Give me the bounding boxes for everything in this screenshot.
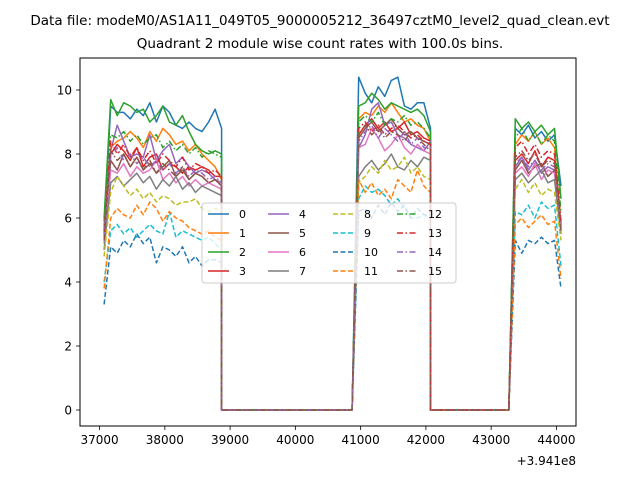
legend-label-8: 8 [364, 208, 371, 221]
x-axis: 37000 38000 39000 40000 41000 42000 43000 44000 [80, 426, 576, 447]
legend-label-4: 4 [299, 208, 306, 221]
legend-label-11: 11 [364, 265, 378, 278]
series-layer [103, 76, 562, 411]
legend-label-1: 1 [239, 227, 246, 240]
legend-label-7: 7 [299, 265, 306, 278]
x-tick-label: 42000 [407, 433, 445, 447]
legend-label-15: 15 [428, 265, 442, 278]
x-tick-label: 44000 [537, 433, 575, 447]
x-tick-label: 43000 [472, 433, 510, 447]
y-tick-label: 6 [64, 212, 72, 226]
series-line-13 [103, 121, 562, 411]
legend-label-0: 0 [239, 208, 246, 221]
chart-title: Quadrant 2 module wise count rates with … [136, 36, 504, 52]
y-tick-label: 0 [64, 404, 72, 418]
x-tick-label: 40000 [276, 433, 314, 447]
y-tick-label: 10 [57, 84, 72, 98]
y-tick-label: 2 [64, 340, 72, 354]
series-line-15 [103, 124, 562, 411]
legend-label-2: 2 [239, 246, 246, 259]
series-line-8 [103, 156, 562, 411]
legend-label-14: 14 [428, 246, 442, 259]
legend-label-12: 12 [428, 208, 442, 221]
legend-box [201, 202, 457, 284]
x-tick-label: 37000 [80, 433, 118, 447]
x-tick-label: 39000 [211, 433, 249, 447]
x-offset-label: +3.941e8 [517, 454, 576, 468]
legend-label-9: 9 [364, 227, 371, 240]
y-tick-label: 4 [64, 276, 72, 290]
legend-label-10: 10 [364, 246, 378, 259]
figure-suptitle: Data file: modeM0/AS1A11_049T05_90000052… [30, 13, 610, 29]
legend-label-5: 5 [299, 227, 306, 240]
series-line-14 [103, 124, 562, 411]
legend-label-3: 3 [239, 265, 246, 278]
legend-label-6: 6 [299, 246, 306, 259]
y-axis: 0 2 4 6 8 10 [57, 84, 80, 418]
legend-label-13: 13 [428, 227, 442, 240]
x-tick-label: 41000 [342, 433, 380, 447]
plot-frame [79, 57, 577, 427]
x-tick-label: 38000 [146, 433, 184, 447]
series-line-9 [103, 185, 562, 411]
y-tick-label: 8 [64, 148, 72, 162]
